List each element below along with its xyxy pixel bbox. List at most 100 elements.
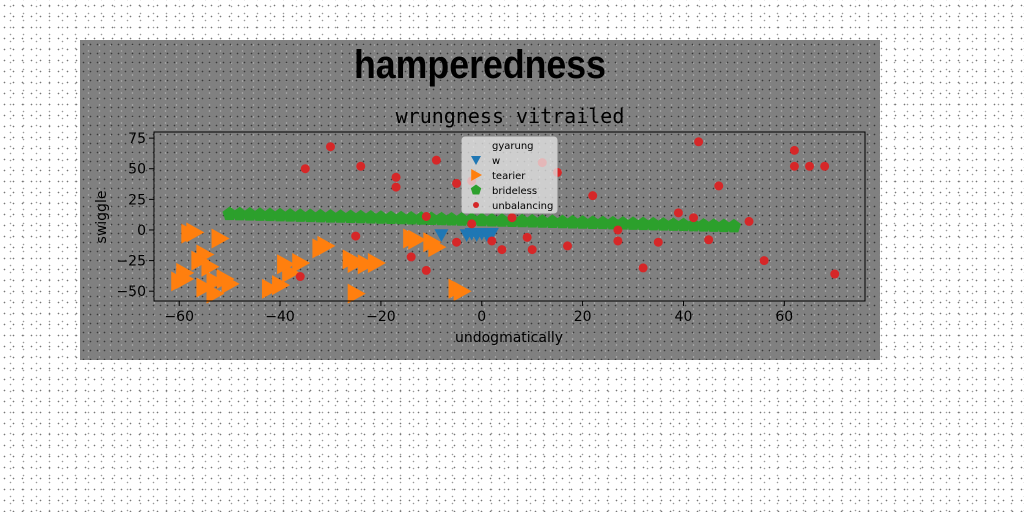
y-tick-label: 0: [137, 223, 146, 239]
data-point-brideless: [484, 212, 499, 227]
data-point-brideless: [474, 212, 489, 227]
data-point-brideless: [696, 218, 711, 232]
data-point-brideless: [333, 209, 348, 223]
data-point-unbalancing: [714, 181, 724, 191]
data-point-brideless: [535, 214, 550, 228]
data-point-tearier: [201, 256, 220, 277]
data-point-unbalancing: [325, 142, 335, 152]
data-point-brideless: [575, 215, 590, 229]
chart-title: wrungness vitrailed: [396, 104, 625, 128]
x-tick-label: 20: [574, 309, 592, 325]
data-point-unbalancing: [673, 208, 683, 218]
data-point-tearier: [408, 229, 427, 250]
data-point-brideless: [222, 206, 237, 221]
legend-label: unbalancing: [492, 201, 553, 212]
data-point-tearier: [206, 283, 225, 304]
data-point-unbalancing: [694, 137, 704, 147]
data-point-brideless: [323, 209, 338, 223]
data-point-unbalancing: [527, 245, 537, 255]
legend-marker-w: [471, 156, 481, 165]
data-point-brideless: [262, 207, 278, 222]
data-point-unbalancing: [497, 245, 507, 255]
data-point-brideless: [595, 215, 610, 230]
data-point-brideless: [706, 218, 721, 232]
y-tick-label: 75: [128, 131, 146, 147]
data-point-tearier: [317, 235, 336, 256]
data-point-unbalancing: [820, 161, 830, 171]
data-point-brideless: [635, 216, 651, 231]
legend-label: gyarung: [492, 141, 534, 152]
legend-marker-brideless: [470, 184, 482, 195]
data-point-unbalancing: [689, 213, 699, 223]
data-point-brideless: [303, 208, 318, 223]
data-point-unbalancing: [391, 172, 401, 182]
legend-marker-unbalancing: [473, 202, 479, 208]
series-brideless: [222, 206, 742, 233]
data-point-unbalancing: [351, 231, 361, 241]
legend-label: brideless: [492, 186, 537, 197]
data-point-tearier: [176, 268, 195, 289]
data-point-tearier: [211, 228, 230, 249]
data-point-unbalancing: [522, 232, 532, 242]
data-point-unbalancing: [805, 161, 815, 171]
y-tick-label: 25: [128, 192, 146, 208]
x-tick-label: 60: [775, 309, 793, 325]
data-point-unbalancing: [391, 182, 401, 192]
x-tick-label: 40: [675, 309, 693, 325]
data-point-unbalancing: [421, 212, 431, 221]
data-point-tearier: [453, 281, 472, 302]
data-point-brideless: [555, 214, 570, 229]
data-point-brideless: [232, 206, 247, 221]
legend-label: w: [492, 156, 500, 167]
y-axis-label: swiggle: [94, 191, 110, 244]
data-point-tearier: [221, 273, 240, 294]
legend-box: [461, 136, 558, 214]
x-tick-label: −20: [366, 309, 396, 325]
data-point-brideless: [525, 213, 540, 228]
data-point-tearier: [272, 275, 291, 296]
data-point-unbalancing: [356, 161, 366, 171]
data-point-brideless: [656, 217, 671, 231]
data-point-w: [434, 229, 449, 242]
data-point-brideless: [726, 218, 742, 233]
data-point-unbalancing: [759, 256, 769, 266]
data-point-unbalancing: [830, 269, 840, 279]
data-point-unbalancing: [789, 145, 799, 155]
legend-label: tearier: [492, 171, 526, 182]
data-point-brideless: [373, 210, 389, 224]
data-point-brideless: [293, 208, 308, 222]
data-point-unbalancing: [704, 235, 714, 245]
data-point-brideless: [383, 210, 399, 225]
data-point-unbalancing: [421, 265, 431, 275]
data-point-brideless: [444, 211, 459, 226]
data-point-tearier: [292, 253, 311, 274]
data-point-unbalancing: [562, 241, 572, 251]
data-point-tearier: [191, 250, 210, 271]
data-point-brideless: [646, 216, 661, 231]
data-point-unbalancing: [638, 263, 648, 273]
data-point-tearier: [357, 254, 376, 275]
data-point-brideless: [676, 217, 691, 232]
data-point-unbalancing: [467, 219, 477, 229]
data-point-brideless: [313, 208, 328, 223]
data-point-tearier: [186, 222, 205, 243]
data-point-brideless: [434, 211, 449, 226]
data-point-brideless: [716, 218, 731, 233]
data-point-brideless: [454, 212, 469, 226]
data-point-brideless: [545, 214, 560, 228]
data-point-unbalancing: [452, 237, 462, 247]
data-point-unbalancing: [431, 155, 441, 165]
data-point-unbalancing: [300, 164, 310, 174]
chart-legend: gyarung w tearier brideless unbalancing: [461, 136, 558, 214]
data-point-tearier: [277, 254, 296, 275]
y-tick-label: 50: [128, 162, 146, 178]
y-tick-label: −25: [116, 254, 146, 270]
data-point-unbalancing: [613, 225, 623, 235]
data-point-unbalancing: [789, 161, 799, 171]
y-tick-label: −50: [116, 284, 146, 300]
data-point-unbalancing: [295, 272, 305, 282]
data-point-brideless: [666, 217, 681, 231]
data-point-brideless: [393, 210, 409, 225]
chart-suptitle: hamperedness: [354, 43, 606, 87]
legend-marker-tearier: [471, 169, 482, 181]
